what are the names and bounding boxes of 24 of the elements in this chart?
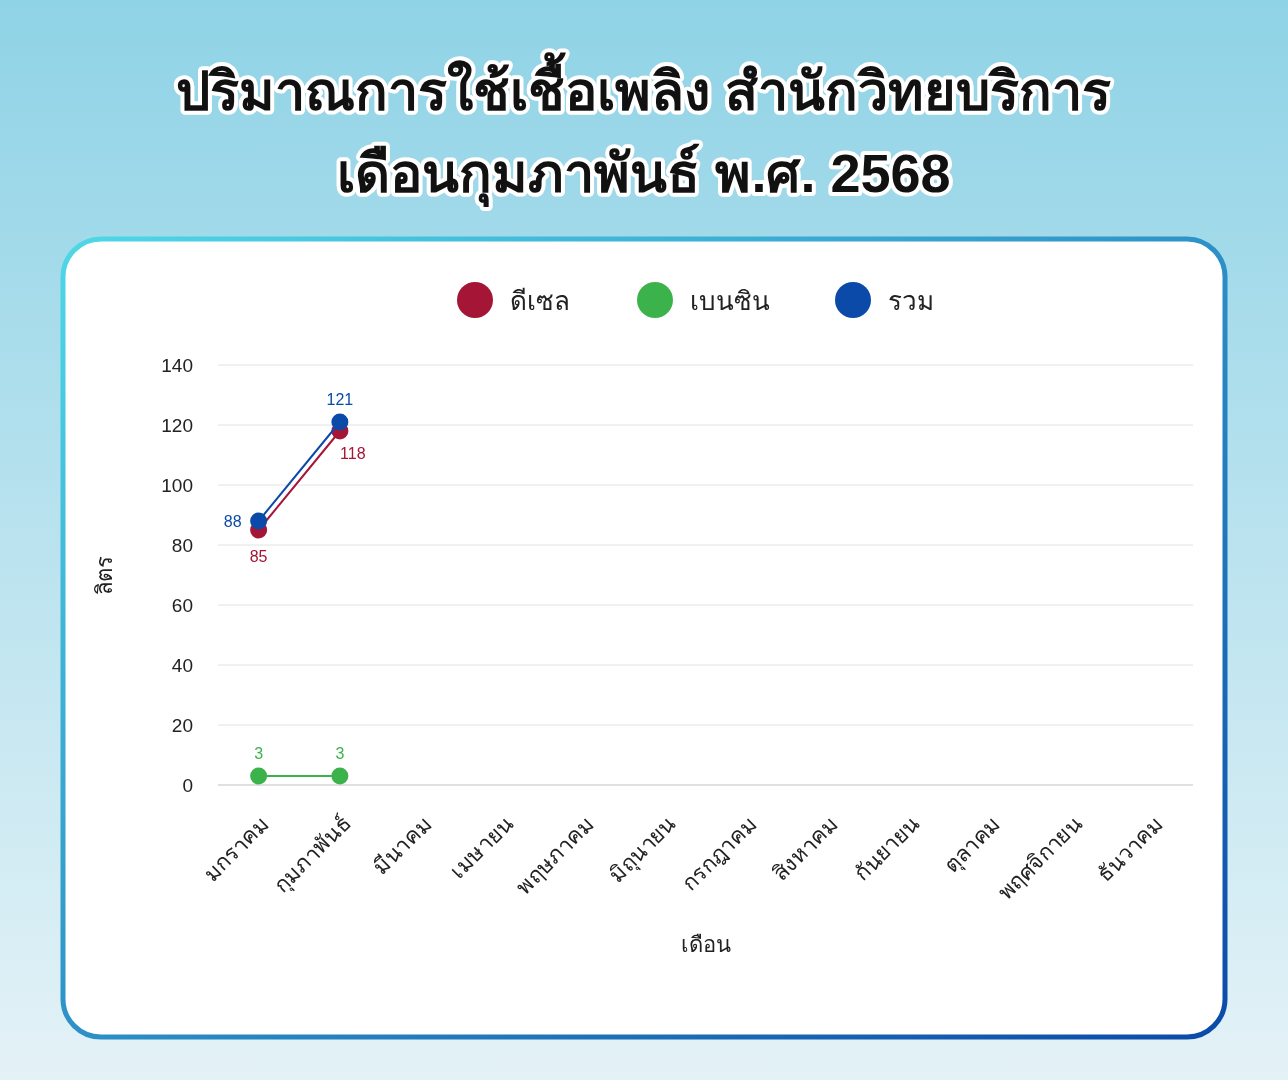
legend-label: ดีเซล xyxy=(510,286,570,316)
chart-title: ปริมาณการใช้เชื้อเพลิง สำนักวิทยบริการ เดือนกุมภาพันธ์ พ.ศ. 2568 xyxy=(176,52,1112,208)
data-label: 121 xyxy=(326,391,354,408)
point xyxy=(250,767,268,785)
y-tick-label: 60 xyxy=(171,595,193,616)
data-label: 85 xyxy=(249,548,268,565)
y-tick-label: 40 xyxy=(171,655,193,676)
y-tick-label: 80 xyxy=(171,535,193,556)
data-label: 118 xyxy=(340,445,366,462)
data-label: 3 xyxy=(254,745,264,762)
y-tick-label: 0 xyxy=(182,775,193,796)
data-label: 3 xyxy=(335,745,345,762)
y-axis-title: ลิตร xyxy=(92,555,117,595)
data-label: 88 xyxy=(223,513,242,530)
point xyxy=(331,767,349,785)
y-tick-label: 140 xyxy=(161,355,193,376)
point xyxy=(331,413,349,431)
legend-label: เบนซิน xyxy=(690,286,770,316)
x-axis-title: เดือน xyxy=(680,932,731,957)
y-tick-label: 120 xyxy=(161,415,193,436)
y-tick-label: 20 xyxy=(171,715,193,736)
y-tick-label: 100 xyxy=(161,475,193,496)
point xyxy=(250,512,268,530)
legend-label: รวม xyxy=(888,286,934,316)
